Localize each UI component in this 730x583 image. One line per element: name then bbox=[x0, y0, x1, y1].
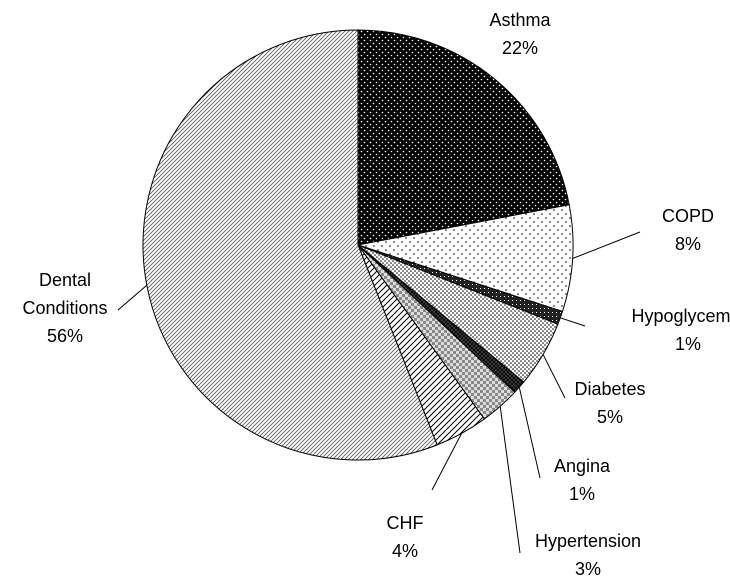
category-label: Hypertension bbox=[534, 531, 642, 551]
slice-label: Diabetes 5% bbox=[574, 375, 645, 431]
value-label: 1% bbox=[674, 334, 702, 354]
leader-line bbox=[542, 354, 566, 399]
leader-line bbox=[431, 433, 463, 491]
slice-label: Hypertension 3% bbox=[535, 527, 641, 583]
category-label: CHF bbox=[386, 513, 424, 533]
pie-slice bbox=[357, 204, 574, 313]
category-label: Dental Conditions bbox=[22, 270, 108, 318]
value-label: 56% bbox=[46, 326, 84, 346]
category-label: Angina bbox=[553, 456, 611, 476]
value-label: 5% bbox=[596, 407, 624, 427]
slice-label: Hypoglycemia 1% bbox=[631, 302, 730, 358]
category-label: Hypoglycemia bbox=[631, 306, 730, 326]
category-label: COPD bbox=[661, 206, 715, 226]
leader-line bbox=[560, 317, 586, 327]
value-label: 22% bbox=[501, 38, 539, 58]
value-label: 1% bbox=[568, 484, 595, 504]
slice-label: Dental Conditions 56% bbox=[0, 266, 130, 350]
pie-slice bbox=[357, 29, 570, 246]
leader-line bbox=[518, 387, 541, 479]
slice-label: Asthma 22% bbox=[489, 6, 550, 62]
pie-slice bbox=[142, 29, 438, 461]
leader-line bbox=[117, 284, 148, 311]
value-label: 4% bbox=[391, 541, 418, 561]
slice-label: CHF 4% bbox=[387, 509, 424, 565]
category-label: Diabetes bbox=[574, 379, 646, 399]
slice-label: Angina 1% bbox=[554, 452, 610, 508]
leader-line bbox=[499, 406, 521, 554]
leader-line bbox=[572, 231, 641, 259]
category-label: Asthma bbox=[489, 10, 551, 30]
value-label: 8% bbox=[674, 234, 702, 254]
slice-label: COPD 8% bbox=[662, 202, 714, 258]
value-label: 3% bbox=[574, 559, 601, 579]
